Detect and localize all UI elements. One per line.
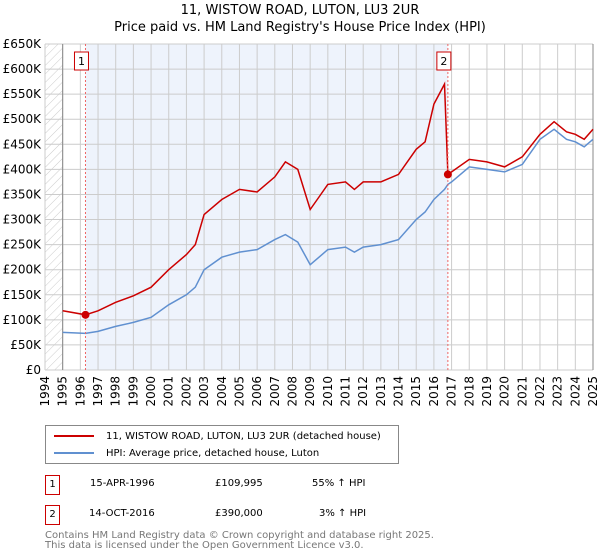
x-tick-label: 2004 — [215, 376, 229, 407]
x-tick-label: 1994 — [38, 376, 52, 407]
x-tick-label: 2022 — [533, 376, 547, 407]
footer-licence: This data is licensed under the Open Gov… — [45, 540, 364, 551]
sale-label: 1 — [78, 55, 85, 68]
x-tick-label: 2024 — [568, 376, 582, 407]
y-tick-label: £50K — [10, 338, 42, 352]
hpi-line — [62, 128, 594, 335]
x-tick-label: 2021 — [515, 376, 529, 407]
sale-badge: 2 — [45, 505, 60, 525]
y-tick-label: £300K — [3, 213, 43, 227]
x-tick-label: 2012 — [356, 376, 370, 407]
x-tick-label: 2008 — [285, 376, 299, 407]
x-tick-label: 2015 — [409, 376, 423, 407]
x-tick-label: 2009 — [303, 376, 317, 407]
sale-price: £390,000 — [215, 508, 263, 519]
x-tick-label: 2000 — [144, 376, 158, 407]
y-tick-label: £0 — [26, 363, 41, 377]
sale-label-box — [436, 51, 452, 71]
price-chart: 1 2 £0 £50K £100K £150K £200K £250K £300K £350K £4… — [3, 37, 600, 407]
property-line-swatch — [54, 435, 94, 437]
y-tick-label: £650K — [3, 37, 43, 51]
x-tick-label: 2001 — [162, 376, 176, 407]
property-price-line — [62, 81, 594, 316]
x-tick-label: 2002 — [179, 376, 193, 407]
legend-property: 11, WISTOW ROAD, LUTON, LU3 2UR (detache… — [106, 430, 381, 442]
sale-hpi-diff: 55% ↑ HPI — [312, 478, 366, 489]
y-tick-label: £500K — [3, 112, 43, 126]
ownership-shade — [85, 44, 448, 370]
footer-copyright: Contains HM Land Registry data © Crown c… — [45, 530, 434, 541]
sale-point — [81, 310, 90, 319]
y-tick-label: £250K — [3, 238, 43, 252]
hatched-region — [45, 44, 63, 370]
hpi-line-swatch — [54, 452, 94, 454]
transaction-row: 1 15-APR-1996 £109,995 55% ↑ HPI — [45, 475, 445, 495]
y-tick-label: £550K — [3, 87, 43, 101]
y-tick-label: £600K — [3, 62, 43, 76]
chart-subtitle: Price paid vs. HM Land Registry's House … — [114, 20, 486, 35]
sale-label: 2 — [440, 55, 447, 68]
y-tick-label: £200K — [3, 263, 43, 277]
x-tick-label: 1996 — [73, 376, 87, 407]
x-tick-label: 2006 — [250, 376, 264, 407]
x-tick-label: 2011 — [339, 376, 353, 407]
y-tick-label: £450K — [3, 137, 43, 151]
x-tick-label: 1999 — [126, 376, 140, 407]
legend-hpi: HPI: Average price, detached house, Luto… — [106, 447, 320, 459]
sale-date: 14-OCT-2016 — [89, 508, 155, 519]
y-tick-label: £400K — [3, 162, 43, 176]
x-tick-label: 1995 — [56, 376, 70, 407]
y-tick-label: £150K — [3, 288, 43, 302]
x-tick-label: 2023 — [551, 376, 565, 407]
sale-price: £109,995 — [215, 478, 263, 489]
x-tick-label: 2020 — [498, 376, 512, 407]
x-tick-label: 2010 — [321, 376, 335, 407]
sale-badge: 1 — [45, 475, 60, 495]
x-tick-label: 2016 — [427, 376, 441, 407]
x-tick-label: 2007 — [268, 376, 282, 407]
transaction-row: 2 14-OCT-2016 £390,000 3% ↑ HPI — [45, 505, 445, 525]
legend: 11, WISTOW ROAD, LUTON, LU3 2UR (detache… — [45, 425, 399, 464]
y-tick-label: £100K — [3, 313, 43, 327]
x-tick-label: 2013 — [374, 376, 388, 407]
x-tick-label: 2018 — [462, 376, 476, 407]
y-tick-label: £350K — [3, 187, 43, 201]
sale-hpi-diff: 3% ↑ HPI — [319, 508, 367, 519]
x-tick-label: 2014 — [392, 376, 406, 407]
x-tick-label: 2017 — [445, 376, 459, 407]
x-tick-label: 1997 — [91, 376, 105, 407]
chart-title: 11, WISTOW ROAD, LUTON, LU3 2UR — [180, 3, 420, 18]
sale-label-box — [73, 51, 89, 71]
x-tick-label: 2019 — [480, 376, 494, 407]
sale-date: 15-APR-1996 — [90, 478, 155, 489]
x-tick-label: 1998 — [109, 376, 123, 407]
sale-point — [443, 170, 452, 179]
x-tick-label: 2025 — [586, 376, 600, 407]
x-tick-label: 2003 — [197, 376, 211, 407]
x-tick-label: 2005 — [232, 376, 246, 407]
